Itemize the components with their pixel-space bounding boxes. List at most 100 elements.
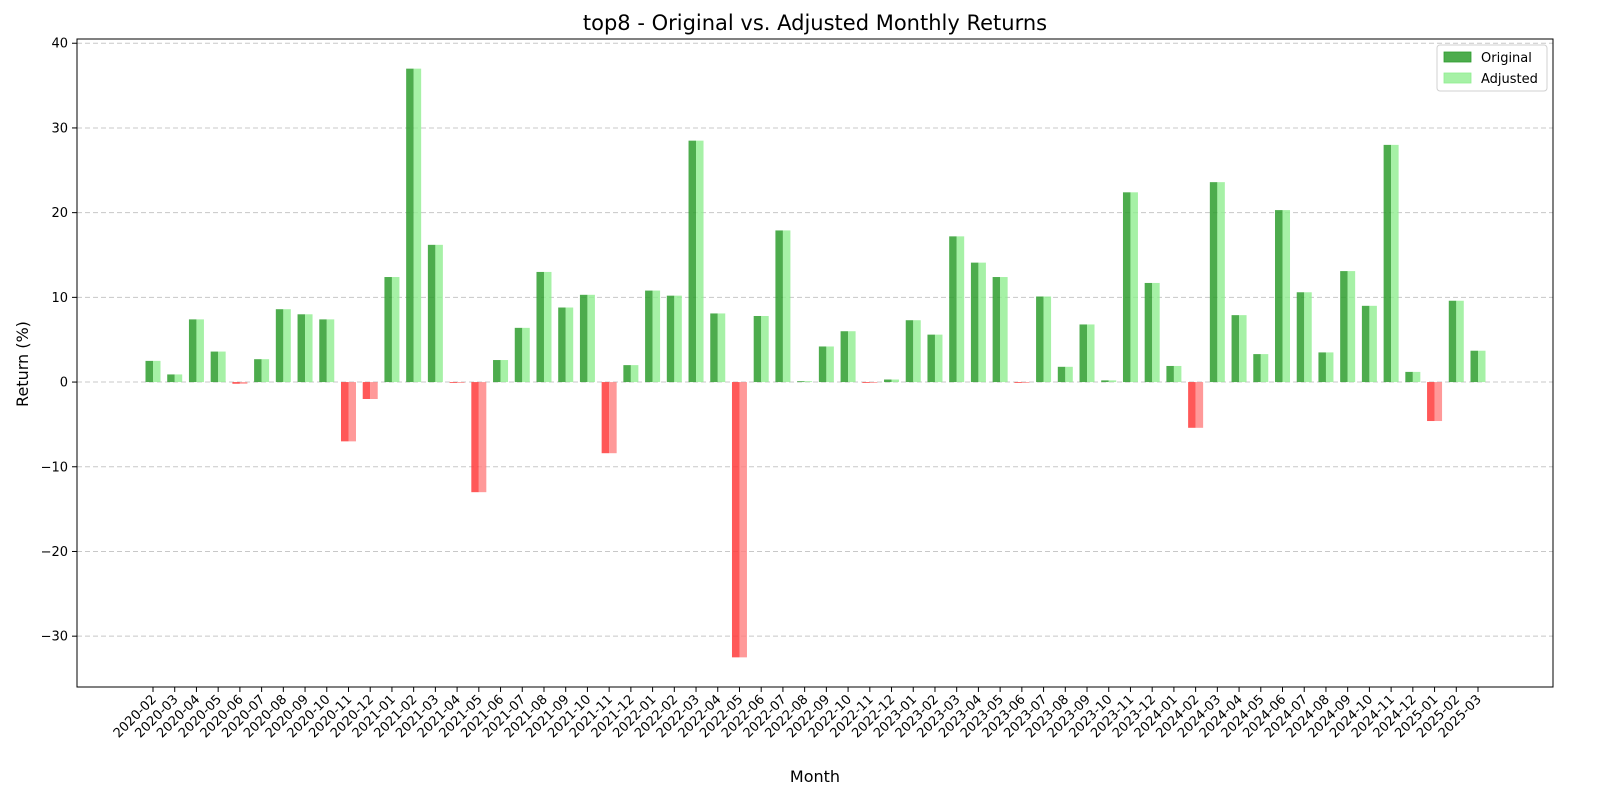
gridlines: [77, 42, 1553, 637]
bar-adjusted: [478, 382, 487, 493]
bar-adjusted: [1043, 296, 1052, 383]
bar-original: [210, 351, 219, 383]
bar-original: [1057, 366, 1066, 383]
bar-adjusted: [978, 262, 986, 383]
bar-original: [1188, 382, 1196, 428]
bar-adjusted: [1412, 371, 1421, 383]
bar-original: [1036, 296, 1044, 383]
bar-original: [731, 382, 740, 658]
bar-original: [471, 382, 479, 493]
bar-adjusted: [782, 230, 791, 383]
bar-original: [970, 262, 979, 383]
bar-original: [167, 374, 175, 383]
bar-original: [1231, 315, 1240, 383]
bar-adjusted: [1478, 350, 1486, 383]
bar-original: [818, 346, 827, 383]
bar-original: [1209, 182, 1218, 383]
bar-original: [406, 68, 414, 383]
bar-original: [536, 271, 544, 383]
bar-original: [1122, 192, 1131, 383]
bar-adjusted: [1000, 277, 1008, 383]
y-tick-label: 20: [51, 206, 68, 221]
bar-original: [232, 382, 240, 384]
bar-adjusted: [761, 315, 769, 383]
bar-adjusted: [435, 244, 443, 383]
bar-adjusted: [305, 314, 313, 383]
bar-adjusted: [630, 365, 639, 383]
bar-adjusted: [1108, 380, 1117, 383]
bar-original: [1340, 271, 1348, 383]
bar-original: [579, 294, 588, 383]
bar-original: [362, 382, 371, 399]
bar-original: [297, 314, 306, 383]
bar-original: [905, 320, 914, 383]
bar-adjusted: [1173, 365, 1182, 383]
bar-original: [1427, 382, 1435, 422]
bar-original: [1296, 292, 1305, 383]
bar-original: [666, 295, 675, 383]
bar-adjusted: [1347, 271, 1356, 383]
bar-adjusted: [565, 307, 574, 383]
bar-adjusted: [717, 313, 726, 383]
bar-adjusted: [239, 382, 248, 384]
axes: 403020100−10−20−302020-022020-032020-042…: [41, 37, 1554, 741]
bar-original: [319, 319, 327, 383]
bar-original: [775, 230, 783, 383]
bar-original: [427, 244, 436, 383]
bar-adjusted: [370, 382, 378, 399]
bar-adjusted: [348, 382, 356, 442]
bar-original: [840, 331, 849, 383]
bar-adjusted: [1065, 366, 1073, 383]
bar-adjusted: [848, 331, 856, 383]
bar-adjusted: [1217, 182, 1225, 383]
y-axis-label: Return (%): [13, 321, 32, 407]
bar-original: [1253, 354, 1261, 383]
bar-adjusted: [391, 277, 400, 383]
bar-original: [862, 382, 870, 383]
bar-adjusted: [1325, 352, 1334, 383]
bar-adjusted: [1239, 315, 1247, 383]
bar-original: [1275, 210, 1283, 383]
bar-original: [1144, 282, 1153, 383]
y-tick-label: −10: [41, 460, 68, 475]
bar-adjusted: [934, 334, 943, 383]
bar-adjusted: [1282, 210, 1291, 383]
bar-adjusted: [869, 382, 878, 383]
y-tick-label: 10: [51, 291, 68, 306]
bar-original: [145, 360, 153, 383]
bar-adjusted: [826, 346, 834, 383]
bar-original: [753, 315, 762, 383]
bar-original: [688, 140, 697, 383]
y-tick-label: 0: [60, 376, 68, 391]
bar-adjusted: [1391, 144, 1399, 383]
bar-adjusted: [543, 271, 552, 383]
bar-original: [340, 382, 349, 442]
bar-original: [884, 379, 892, 383]
bar-adjusted: [1260, 354, 1269, 383]
bar-original: [558, 307, 566, 383]
bar-original: [449, 382, 458, 383]
bar-adjusted: [1456, 300, 1464, 383]
bar-original: [710, 313, 718, 383]
bar-adjusted: [1152, 282, 1160, 383]
bar-adjusted: [500, 360, 509, 383]
bar-adjusted: [1434, 382, 1443, 422]
bar-original: [797, 381, 805, 383]
bar-original: [1079, 324, 1088, 383]
bar-adjusted: [891, 379, 900, 383]
bar-adjusted: [218, 351, 226, 383]
bar-adjusted: [913, 320, 921, 383]
bar-original: [1361, 305, 1370, 383]
bar-original: [623, 365, 631, 383]
bar-original: [275, 309, 284, 383]
bar-original: [601, 382, 610, 454]
bar-original: [1448, 300, 1457, 383]
bar-original: [514, 327, 523, 383]
bar-adjusted: [609, 382, 617, 454]
bar-original: [1014, 382, 1022, 383]
bar-original: [1101, 380, 1109, 383]
bar-original: [493, 360, 501, 383]
bar-adjusted: [261, 359, 270, 383]
